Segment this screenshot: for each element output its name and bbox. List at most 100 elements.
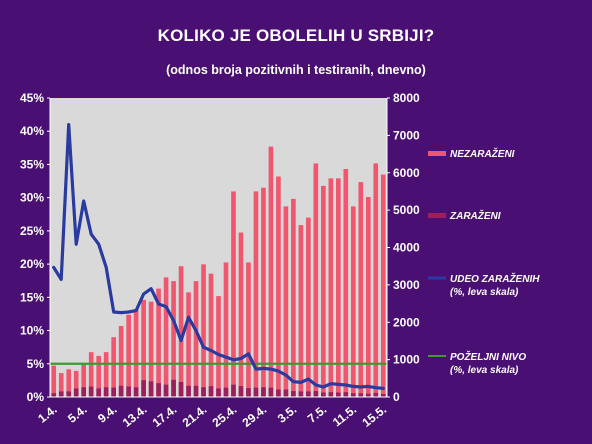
bar-zarazeni <box>253 387 259 397</box>
x-tick-label: 3.5. <box>275 402 299 425</box>
y-right-tick-label: 3000 <box>393 278 420 292</box>
y-right-tick-label: 6000 <box>393 166 420 180</box>
bar-nezarazeni <box>328 178 334 397</box>
line-udeo-zarazenih <box>52 123 385 390</box>
bar-nezarazeni <box>298 225 304 397</box>
y-right-tick-label: 4000 <box>393 241 420 255</box>
bar-zarazeni <box>350 393 356 397</box>
bar-zarazeni <box>321 392 326 397</box>
bar-nezarazeni <box>283 206 289 397</box>
bar-nezarazeni <box>223 262 229 397</box>
bar-nezarazeni <box>96 355 101 397</box>
bar-nezarazeni <box>171 281 176 397</box>
bar-zarazeni <box>178 382 184 397</box>
bar-zarazeni <box>306 391 311 397</box>
x-tick-label: 13.4. <box>120 402 150 429</box>
legend-label-zarazeni: ZARAŽENI <box>449 209 501 222</box>
legend-label-pozeljni-note: (%, leva skala) <box>450 365 519 376</box>
bar-zarazeni <box>88 386 94 397</box>
bar-zarazeni <box>58 391 64 397</box>
legend-label-udeo: UDEO ZARAŽENIH <box>450 272 540 285</box>
y-left-tick-label: 35% <box>20 157 44 171</box>
bar-nezarazeni <box>365 197 371 397</box>
bar-zarazeni <box>231 384 236 397</box>
bar-zarazeni <box>238 386 244 397</box>
bar-zarazeni <box>96 388 101 397</box>
bar-nezarazeni <box>193 281 199 397</box>
bar-nezarazeni <box>321 185 326 397</box>
y-left-tick-label: 45% <box>20 91 44 105</box>
x-tick-label: 9.4. <box>95 402 119 425</box>
bar-zarazeni <box>51 393 57 397</box>
x-tick-label: 1.4. <box>35 402 59 425</box>
x-tick-label: 25.4. <box>210 402 240 429</box>
y-left-tick-label: 0% <box>27 390 45 404</box>
bar-nezarazeni <box>336 178 341 397</box>
bar-zarazeni <box>148 381 154 397</box>
y-right-tick-label: 5000 <box>393 203 420 217</box>
bar-zarazeni <box>336 392 341 397</box>
bar-nezarazeni <box>133 309 139 397</box>
x-tick-label: 17.4. <box>150 402 180 429</box>
bar-nezarazeni <box>358 182 364 397</box>
bar-zarazeni <box>261 387 266 397</box>
bar-nezarazeni <box>73 370 79 397</box>
bar-nezarazeni <box>253 191 259 397</box>
bar-nezarazeni <box>178 266 184 397</box>
bar-zarazeni <box>171 379 176 397</box>
bar-nezarazeni <box>313 163 319 397</box>
bar-zarazeni <box>328 392 334 397</box>
y-left-tick-label: 10% <box>20 324 44 338</box>
bar-nezarazeni <box>156 288 161 397</box>
bar-nezarazeni <box>103 352 109 397</box>
bar-nezarazeni <box>350 206 356 397</box>
y-left-tick-label: 5% <box>27 357 45 371</box>
bar-nezarazeni <box>268 146 274 397</box>
bar-zarazeni <box>208 386 214 397</box>
y-right-tick-label: 2000 <box>393 315 420 329</box>
y-right-tick-label: 8000 <box>393 91 420 105</box>
x-tick-label: 29.4. <box>240 402 270 429</box>
legend-label-udeo-note: (%, leva skala) <box>450 287 519 298</box>
y-left-tick-label: 30% <box>20 191 44 205</box>
bar-nezarazeni <box>126 314 131 397</box>
y-left-tick-label: 25% <box>20 224 44 238</box>
lines-group <box>50 123 387 390</box>
bar-zarazeni <box>163 384 169 397</box>
bar-zarazeni <box>343 392 349 397</box>
chart-subtitle: (odnos broja pozitivnih i testiranih, dn… <box>166 63 426 77</box>
bar-nezarazeni <box>380 174 386 397</box>
bar-nezarazeni <box>276 176 281 397</box>
legend: NEZARAŽENI ZARAŽENI UDEO ZARAŽENIH (%, leva… <box>428 147 540 376</box>
y-right-tick-label: 7000 <box>393 128 420 142</box>
legend-swatch-zarazeni <box>428 213 446 218</box>
bar-zarazeni <box>111 387 116 397</box>
bar-zarazeni <box>365 393 371 397</box>
y-left-tick-label: 40% <box>20 124 44 138</box>
legend-label-pozeljni: POŽELJNI NIVO <box>450 350 526 363</box>
legend-label-nezarazeni: NEZARAŽENI <box>450 147 515 160</box>
bar-zarazeni <box>313 391 319 397</box>
bar-zarazeni <box>380 394 386 397</box>
bar-nezarazeni <box>88 352 94 397</box>
bar-nezarazeni <box>111 337 116 397</box>
x-tick-label: 5.4. <box>65 402 89 425</box>
bar-nezarazeni <box>66 369 72 397</box>
y-left-tick-label: 15% <box>20 290 44 304</box>
y-left-tick-label: 20% <box>20 257 44 271</box>
bar-nezarazeni <box>148 301 154 397</box>
bar-nezarazeni <box>141 299 146 397</box>
legend-swatch-nezarazeni <box>428 151 446 156</box>
bar-zarazeni <box>133 387 139 397</box>
x-tick-label: 11.5. <box>330 402 359 429</box>
y-right-tick-label: 0 <box>393 390 400 404</box>
bar-zarazeni <box>73 388 79 397</box>
bar-nezarazeni <box>216 296 221 397</box>
bar-nezarazeni <box>51 365 57 397</box>
bar-nezarazeni <box>373 163 379 397</box>
bar-zarazeni <box>216 388 221 397</box>
bar-zarazeni <box>126 386 131 397</box>
bar-nezarazeni <box>81 363 87 397</box>
bar-zarazeni <box>276 389 281 397</box>
bar-zarazeni <box>141 380 146 397</box>
